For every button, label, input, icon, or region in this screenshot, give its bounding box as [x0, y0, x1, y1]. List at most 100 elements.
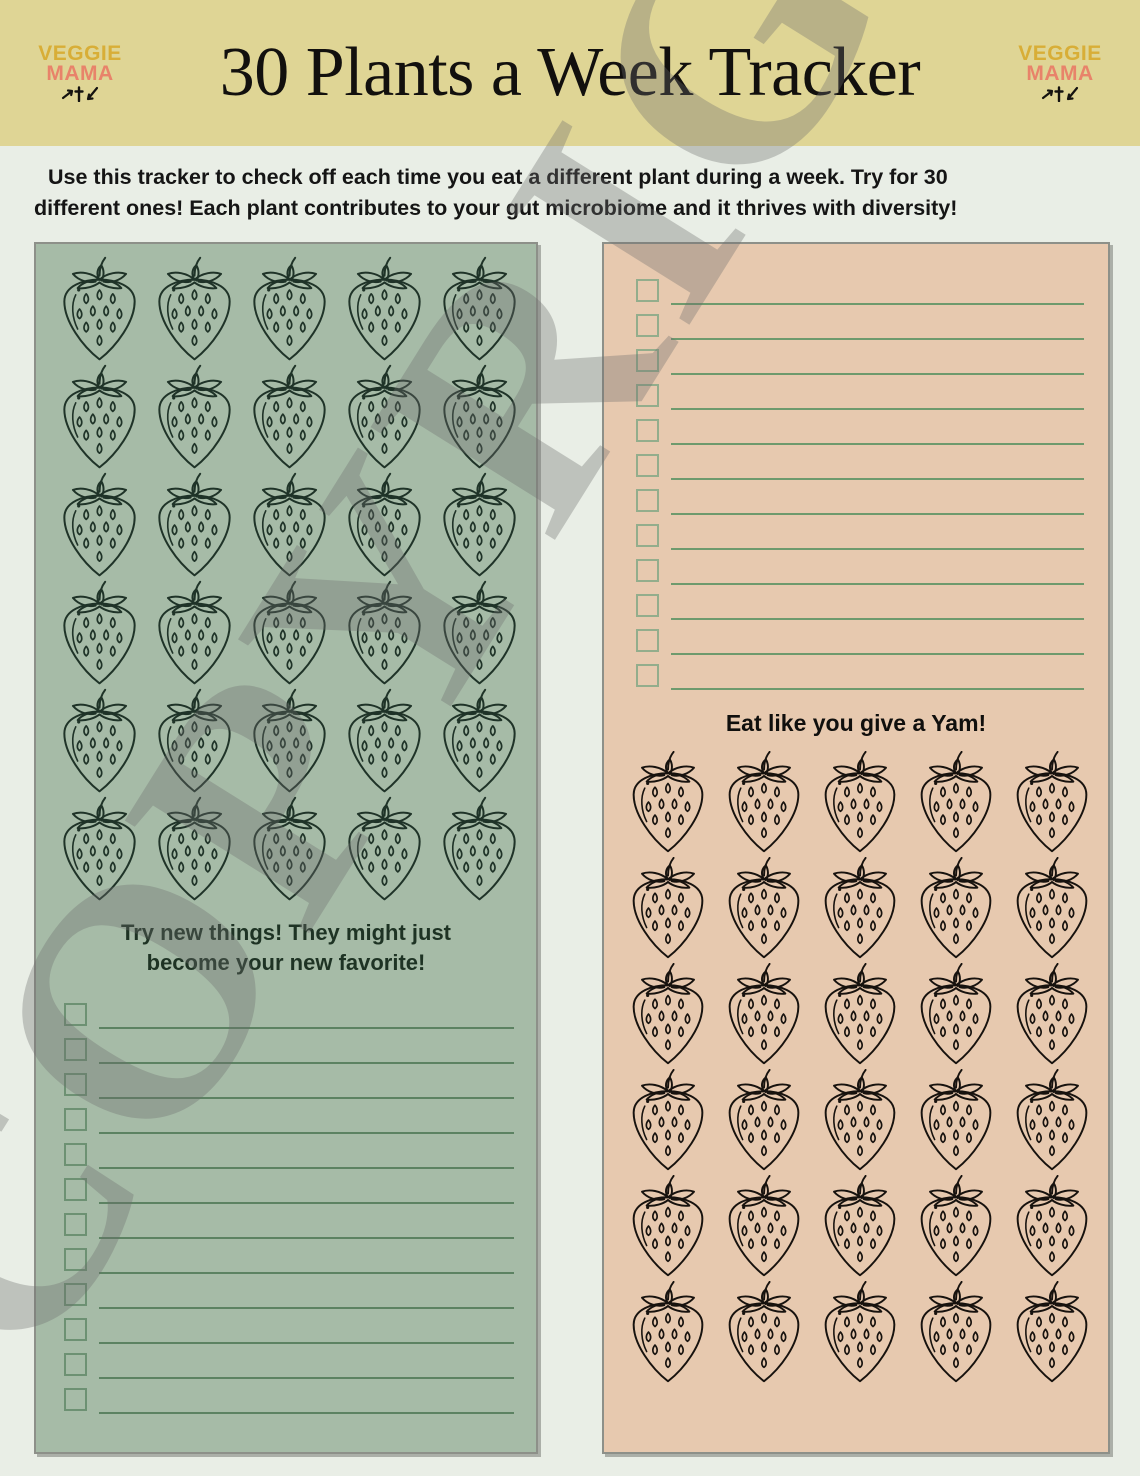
write-in-line[interactable]: [99, 1201, 514, 1204]
strawberry-icon: [63, 473, 136, 577]
strawberry-icon: [632, 1281, 704, 1383]
strawberry-icon: [348, 473, 421, 577]
write-in-line[interactable]: [99, 1341, 514, 1344]
checkbox[interactable]: [636, 419, 659, 443]
checklist-row: [64, 1134, 514, 1169]
caption-left-line-1: Try new things! They might just: [120, 920, 452, 946]
strawberry-icon: [63, 689, 136, 793]
write-in-line[interactable]: [99, 1411, 514, 1414]
checklist-row: [636, 655, 1084, 691]
checkbox[interactable]: [64, 1212, 87, 1236]
sprout-fork-icon: [1039, 86, 1081, 103]
strawberry-icon: [443, 689, 516, 793]
write-in-line[interactable]: [671, 653, 1084, 656]
strawberry-icon: [253, 365, 326, 469]
checklist-row: [64, 1169, 514, 1204]
write-in-line[interactable]: [99, 1061, 514, 1064]
checkbox[interactable]: [64, 1282, 87, 1306]
write-in-line[interactable]: [671, 338, 1084, 341]
checkbox[interactable]: [64, 1247, 87, 1271]
checkbox[interactable]: [636, 524, 659, 548]
strawberry-icon: [728, 857, 800, 959]
checkbox[interactable]: [636, 349, 659, 373]
checkbox[interactable]: [64, 1037, 87, 1061]
strawberry-icon: [443, 257, 516, 361]
strawberry-icon: [824, 1069, 896, 1171]
write-in-line[interactable]: [671, 373, 1084, 376]
write-in-line[interactable]: [671, 478, 1084, 481]
strawberry-icon: [920, 751, 992, 853]
checkbox[interactable]: [636, 384, 659, 408]
strawberry-icon: [728, 1069, 800, 1171]
write-in-line[interactable]: [99, 1166, 514, 1169]
checklist-row: [64, 1239, 514, 1274]
tracker-panels: Try new things! They might just become y…: [0, 232, 1140, 1476]
write-in-line[interactable]: [671, 408, 1084, 411]
write-in-line[interactable]: [671, 548, 1084, 551]
write-in-line[interactable]: [99, 1376, 514, 1379]
strawberry-icon: [920, 1069, 992, 1171]
strawberry-grid-left: [52, 256, 520, 904]
brand-veggie-text: VEGGIE: [1018, 41, 1102, 65]
strawberry-icon: [443, 581, 516, 685]
checklist-row: [636, 410, 1084, 446]
strawberry-icon: [824, 1175, 896, 1277]
strawberry-icon: [348, 257, 421, 361]
checklist-row: [636, 480, 1084, 516]
write-in-line[interactable]: [99, 1271, 514, 1274]
strawberry-icon: [253, 797, 326, 901]
write-in-line[interactable]: [671, 513, 1084, 516]
checklist-row: [636, 550, 1084, 586]
write-in-line[interactable]: [99, 1131, 514, 1134]
strawberry-icon: [920, 963, 992, 1065]
strawberry-icon: [920, 1175, 992, 1277]
checklist-row: [636, 445, 1084, 481]
checkbox[interactable]: [64, 1072, 87, 1096]
checkbox[interactable]: [636, 629, 659, 653]
checklist-row: [636, 375, 1084, 411]
checkbox[interactable]: [636, 594, 659, 618]
checkbox[interactable]: [64, 1142, 87, 1166]
checklist-left: [50, 984, 522, 1414]
checkbox[interactable]: [636, 314, 659, 338]
brand-logo-left: VEGGIE MAMA: [34, 43, 126, 103]
strawberry-icon: [253, 689, 326, 793]
write-in-line[interactable]: [671, 303, 1084, 306]
brand-mama-text: MAMA: [46, 61, 114, 85]
strawberry-icon: [824, 857, 896, 959]
checkbox[interactable]: [64, 1387, 87, 1411]
write-in-line[interactable]: [99, 1236, 514, 1239]
write-in-line[interactable]: [671, 583, 1084, 586]
checkbox[interactable]: [64, 1107, 87, 1131]
panel-left-green: Try new things! They might just become y…: [34, 242, 538, 1455]
strawberry-icon: [824, 751, 896, 853]
write-in-line[interactable]: [99, 1096, 514, 1099]
checkbox[interactable]: [64, 1352, 87, 1376]
checklist-row: [64, 1099, 514, 1134]
strawberry-icon: [632, 963, 704, 1065]
checkbox[interactable]: [636, 664, 659, 688]
write-in-line[interactable]: [99, 1306, 514, 1309]
write-in-line[interactable]: [671, 688, 1084, 691]
strawberry-icon: [920, 1281, 992, 1383]
checkbox[interactable]: [636, 279, 659, 303]
intro-instructions: Use this tracker to check off each time …: [0, 146, 1140, 232]
page-header: VEGGIE MAMA 30 Plants a Week Tracker VEG…: [0, 0, 1140, 146]
strawberry-icon: [1016, 1281, 1088, 1383]
strawberry-icon: [1016, 1175, 1088, 1277]
strawberry-icon: [824, 963, 896, 1065]
checkbox[interactable]: [64, 1177, 87, 1201]
strawberry-icon: [348, 365, 421, 469]
checklist-row: [636, 270, 1084, 306]
checkbox[interactable]: [64, 1002, 87, 1026]
checkbox[interactable]: [636, 454, 659, 478]
strawberry-icon: [348, 581, 421, 685]
write-in-line[interactable]: [671, 618, 1084, 621]
checkbox[interactable]: [636, 489, 659, 513]
checklist-right: [618, 260, 1094, 691]
write-in-line[interactable]: [671, 443, 1084, 446]
checkbox[interactable]: [636, 559, 659, 583]
write-in-line[interactable]: [99, 1026, 514, 1029]
caption-right: Eat like you give a Yam!: [725, 710, 987, 737]
checkbox[interactable]: [64, 1317, 87, 1341]
